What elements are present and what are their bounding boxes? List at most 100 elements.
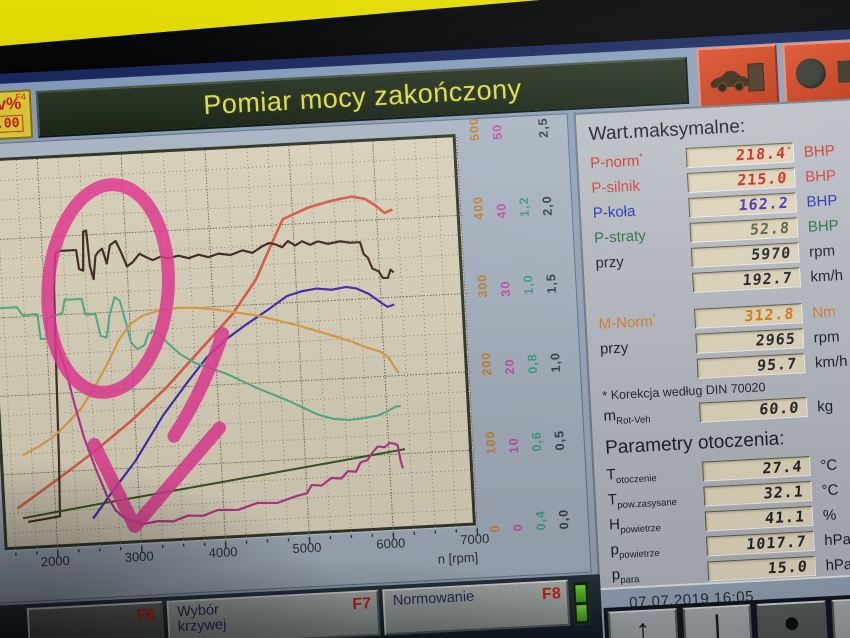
- row-unit: Nm: [811, 302, 837, 322]
- power-axis-tick: 400: [470, 195, 487, 220]
- row-unit: °C: [821, 481, 839, 499]
- row-label: przy: [595, 252, 625, 272]
- f4-key-label: F4: [15, 91, 27, 103]
- grid-minor-h: [0, 155, 460, 182]
- x-tick-label: 2000: [40, 552, 71, 570]
- scale-2p5-axis-tick: 0,0: [556, 508, 572, 530]
- lcd-value-box: 215.0: [686, 167, 796, 193]
- dv-percent-value: 1.00: [0, 114, 24, 134]
- scale-2p5-axis-tick: 2,0: [539, 195, 555, 217]
- row-unit: rpm: [808, 241, 836, 261]
- lcd-value: 1017.7: [745, 532, 807, 554]
- power-axis-tick: 500: [466, 116, 482, 142]
- record-button[interactable]: [782, 39, 850, 104]
- lcd-value-box: 95.7: [696, 353, 806, 379]
- fkey-label: F8: [541, 585, 562, 604]
- series-magenta-curve: [55, 342, 404, 526]
- fkey-button-f7[interactable]: Wybór krzywej F7: [166, 589, 381, 638]
- fkey-button-label: Normowanie: [392, 588, 475, 609]
- scale-50-axis-tick: 40: [494, 201, 509, 219]
- record-bar-icon: [837, 60, 850, 83]
- lcd-value: 162.2: [737, 193, 790, 215]
- lift-icon: [747, 62, 765, 92]
- x-tick-label: 4000: [208, 544, 238, 561]
- row-label: [601, 369, 697, 374]
- scale-50-axis-tick: 30: [498, 280, 514, 297]
- lambda-axis-tick: 0,6: [529, 431, 545, 453]
- lcd-value-box: 312.8: [693, 303, 803, 329]
- row-label: mRot-Veh: [603, 407, 651, 428]
- row-label: Totoczenie: [606, 466, 657, 487]
- ambient-rows: Totoczenie 27.4 °C Tpow.zasysane 32.1 °C Hpowi…: [606, 451, 850, 588]
- lcd-value: 60.0: [758, 398, 800, 419]
- torque-rows: M-Norm* 312.8 Nm przy 2965 rpm 95.7 km/h: [598, 298, 850, 385]
- dyno-plot-area: [0, 134, 479, 558]
- row-label: M-Norm*: [598, 311, 657, 333]
- lcd-value: 312.8: [743, 304, 796, 326]
- cursor-line-icon: |: [712, 609, 723, 638]
- row-label: P-straty: [593, 226, 647, 247]
- grid-minor-h: [1, 410, 474, 437]
- lcd-value: 52.8: [749, 218, 791, 239]
- fkey-button-label: Wybór krzywej: [176, 602, 227, 636]
- max-values-rows: P-norm* 218.4 * BHP P-silnik 215.0 BHP P-koła 16…: [590, 137, 850, 299]
- lcd-value-box: 41.1: [704, 505, 814, 532]
- scale-2p5-axis-tick: 1,0: [548, 351, 564, 373]
- lcd-value-box: 162.2: [688, 192, 798, 218]
- dyno-curves-svg: [0, 136, 479, 558]
- fkey-button-f8[interactable]: Normowanie F8: [382, 579, 571, 636]
- vehicle-mode-button[interactable]: [696, 44, 780, 109]
- scale-2p5-axis-tick: 0,5: [552, 429, 568, 451]
- row-label: ppowietrze: [610, 541, 661, 562]
- row-label: przy: [599, 338, 629, 358]
- row-label: Hpowietrze: [608, 515, 662, 536]
- extra-button[interactable]: [830, 596, 850, 638]
- status-message: Pomiar mocy zakończony: [202, 73, 523, 121]
- x-tick-label: 5000: [292, 539, 322, 557]
- lcd-value-box: 15.0: [707, 555, 817, 582]
- power-axis-tick: 300: [474, 273, 491, 299]
- row-label: ppara: [611, 566, 640, 587]
- grid-minor-v: [393, 140, 415, 532]
- fkey-button-f6[interactable]: F6: [26, 601, 165, 638]
- fkey-label: F7: [351, 595, 372, 614]
- row-unit: kg: [816, 397, 834, 415]
- stop-circle-icon: ●: [781, 605, 802, 638]
- row-label: P-norm*: [589, 151, 643, 173]
- row-unit: °C: [819, 456, 838, 474]
- lambda-axis-tick: 0,8: [525, 352, 541, 374]
- grid-minor-h: [2, 429, 475, 456]
- row-unit: BHP: [804, 166, 837, 186]
- dyno-software-screen: F4 Δv% 1.00 Pomiar mocy zakończony 2000 3…: [0, 37, 850, 638]
- power-axis-tick: 200: [478, 351, 495, 377]
- lcd-value-box: 5970: [690, 242, 800, 268]
- fkey-label: F6: [136, 606, 156, 625]
- lcd-value-box: 1017.7: [705, 530, 815, 557]
- lcd-value-box: 27.4: [701, 455, 811, 482]
- scale-2p5-axis-tick: 1,5: [543, 273, 560, 295]
- grid-major-v: [120, 154, 143, 547]
- car-icon: [707, 63, 753, 95]
- photo-background-yellow-wedge: [0, 0, 540, 46]
- grid-major-v: [372, 141, 394, 533]
- scale-50-axis-tick: 50: [490, 123, 505, 141]
- row-unit: BHP: [807, 216, 840, 236]
- chart-panel: 2000 3000 4000 5000 6000 7000 n [rpm] 0 100 200…: [0, 113, 592, 604]
- dv-percent-button[interactable]: F4 Δv% 1.00: [0, 89, 34, 142]
- lcd-value-box: 32.1: [703, 480, 813, 507]
- grid-minor-v: [225, 149, 248, 541]
- grid-minor-h: [0, 175, 461, 202]
- lcd-value: 218.4: [735, 143, 787, 165]
- row-unit: hPa: [825, 555, 850, 574]
- stop-button[interactable]: ●: [756, 600, 829, 638]
- lcd-value-box: 218.4 *: [685, 142, 795, 169]
- power-axis-tick: 100: [483, 430, 499, 455]
- x-tick-label: 3000: [124, 548, 155, 565]
- scale-2p5-axis-tick: 2,5: [535, 116, 551, 138]
- cursor-button[interactable]: |: [682, 604, 755, 638]
- lcd-value: 41.1: [764, 507, 806, 528]
- power-axis-tick: 0: [488, 524, 503, 533]
- up-arrow-icon: ↑: [634, 613, 652, 638]
- scroll-up-button[interactable]: ↑: [607, 608, 681, 638]
- lcd-value: 5970: [750, 243, 792, 264]
